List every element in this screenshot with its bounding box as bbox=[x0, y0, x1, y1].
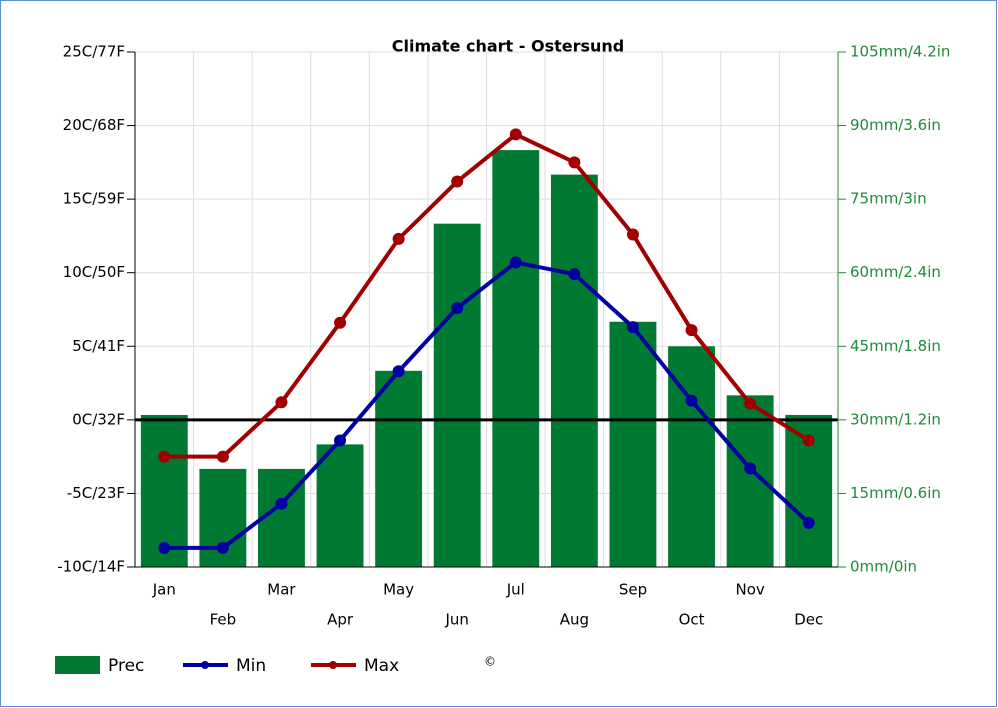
y-tick-label: 25C/77F bbox=[63, 43, 125, 61]
y-tick-label: -10C/14F bbox=[57, 558, 125, 576]
y-tick-label: -5C/23F bbox=[67, 484, 125, 502]
point bbox=[451, 175, 464, 188]
y-tick-label: 5C/41F bbox=[72, 337, 125, 355]
y2-tick-label: 105mm/4.2in bbox=[850, 43, 950, 61]
legend-label: Prec bbox=[108, 656, 144, 676]
y2-tick-label: 60mm/2.4in bbox=[850, 263, 941, 281]
point bbox=[685, 394, 698, 407]
x-tick-label: Aug bbox=[560, 611, 589, 629]
line bbox=[164, 260, 811, 550]
x-tick-label: Jan bbox=[152, 581, 176, 599]
y2-tick-label: 45mm/1.8in bbox=[850, 337, 941, 355]
x-tick-label: Oct bbox=[679, 611, 705, 629]
x-tick-label: May bbox=[383, 581, 414, 599]
legend-dot bbox=[329, 661, 337, 669]
point bbox=[509, 256, 522, 269]
point bbox=[158, 541, 171, 554]
point bbox=[568, 268, 581, 281]
y2-tick-label: 15mm/0.6in bbox=[850, 484, 941, 502]
bar bbox=[316, 444, 364, 567]
point bbox=[216, 541, 229, 554]
watermark: © bbox=[484, 655, 496, 669]
point bbox=[334, 316, 347, 329]
x-tick-label: Jul bbox=[506, 581, 525, 599]
y2-tick-label: 90mm/3.6in bbox=[850, 116, 941, 134]
legend-label: Max bbox=[364, 656, 399, 676]
point bbox=[744, 462, 757, 475]
y2-tick-label: 30mm/1.2in bbox=[850, 410, 941, 428]
y-tick-label: 0C/32F bbox=[72, 410, 125, 428]
legend-swatch bbox=[55, 656, 100, 674]
y-tick-label: 20C/68F bbox=[63, 116, 125, 134]
point bbox=[275, 396, 288, 409]
x-tick-label: Nov bbox=[735, 581, 764, 599]
y2-tick-label: 0mm/0in bbox=[850, 558, 917, 576]
y-tick-label: 10C/50F bbox=[63, 263, 125, 281]
point bbox=[685, 324, 698, 337]
bar bbox=[433, 223, 481, 567]
x-tick-label: Dec bbox=[794, 611, 823, 629]
y2-tick-label: 75mm/3in bbox=[850, 190, 927, 208]
point bbox=[626, 228, 639, 241]
bar bbox=[492, 150, 540, 567]
x-tick-label: Jun bbox=[444, 611, 468, 629]
point bbox=[275, 497, 288, 510]
x-tick-label: Apr bbox=[327, 611, 354, 629]
bar bbox=[550, 174, 598, 567]
legend-label: Min bbox=[236, 656, 266, 676]
x-tick-label: Sep bbox=[619, 581, 647, 599]
point bbox=[158, 450, 171, 463]
bar bbox=[609, 321, 657, 567]
point bbox=[334, 434, 347, 447]
point bbox=[451, 302, 464, 315]
bar bbox=[375, 370, 423, 567]
chart-title: Climate chart - Ostersund bbox=[392, 37, 625, 56]
point bbox=[802, 434, 815, 447]
point bbox=[392, 232, 405, 245]
legend-dot bbox=[201, 661, 209, 669]
x-tick-label: Feb bbox=[210, 611, 237, 629]
point bbox=[802, 516, 815, 529]
y-tick-label: 15C/59F bbox=[63, 190, 125, 208]
point bbox=[626, 321, 639, 334]
point bbox=[392, 365, 405, 378]
bar bbox=[140, 414, 188, 567]
x-tick-label: Mar bbox=[267, 581, 296, 599]
point bbox=[509, 128, 522, 141]
line bbox=[164, 132, 810, 459]
point bbox=[744, 397, 757, 410]
point bbox=[216, 450, 229, 463]
point bbox=[568, 156, 581, 169]
